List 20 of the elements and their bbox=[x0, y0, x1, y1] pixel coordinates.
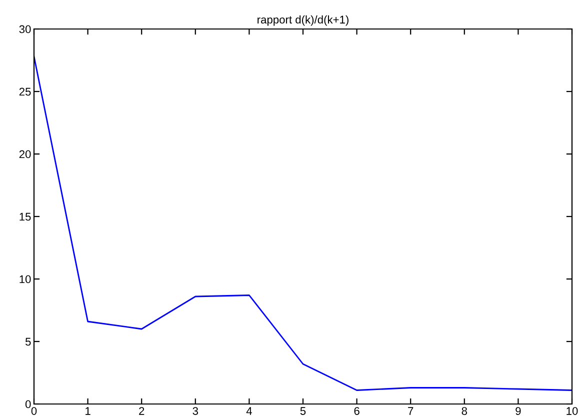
x-tick-label: 8 bbox=[462, 407, 468, 415]
x-tick-label: 9 bbox=[516, 407, 521, 415]
x-tick-label: 0 bbox=[31, 407, 37, 415]
x-tick-label: 10 bbox=[566, 407, 578, 415]
x-tick-label: 3 bbox=[192, 407, 198, 415]
x-tick-label: 7 bbox=[408, 407, 414, 415]
x-tick-label: 2 bbox=[139, 407, 144, 415]
y-tick-label: 10 bbox=[20, 275, 31, 284]
y-tick-label: 25 bbox=[19, 88, 31, 96]
y-tick-label: 15 bbox=[20, 212, 31, 221]
y-tick-label: 20 bbox=[19, 150, 31, 158]
y-tick-label: 0 bbox=[25, 400, 31, 408]
line-series bbox=[34, 56, 572, 391]
y-tick-label: 30 bbox=[19, 25, 31, 34]
chart-title: rapport d(k)/d(k+1) bbox=[258, 15, 348, 26]
x-tick-label: 4 bbox=[246, 407, 252, 415]
x-tick-label: 6 bbox=[354, 407, 360, 415]
y-tick-label: 5 bbox=[25, 338, 31, 346]
x-tick-label: 5 bbox=[300, 407, 306, 415]
x-tick-label: 1 bbox=[86, 407, 90, 415]
